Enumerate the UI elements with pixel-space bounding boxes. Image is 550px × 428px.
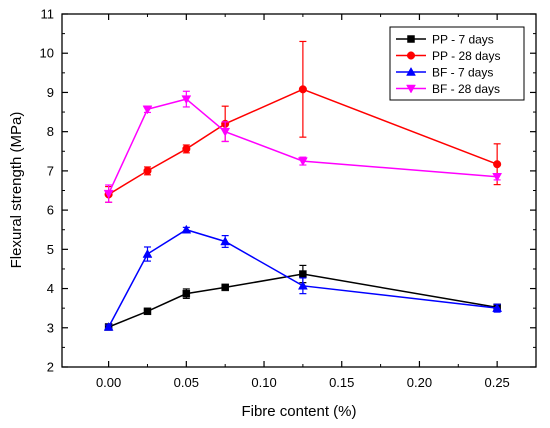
series-group bbox=[103, 224, 503, 331]
series-line bbox=[107, 228, 498, 328]
series-line bbox=[108, 88, 498, 196]
square-marker bbox=[299, 270, 307, 278]
legend-label: PP - 28 days bbox=[432, 49, 500, 63]
x-tick-label: 0.15 bbox=[329, 375, 354, 390]
legend-item: BF - 7 days bbox=[396, 66, 493, 80]
y-tick-label: 6 bbox=[47, 203, 54, 218]
triangle-down-marker bbox=[492, 173, 503, 182]
triangle-up-marker bbox=[492, 303, 503, 312]
y-tick-label: 4 bbox=[47, 281, 54, 296]
legend-label: BF - 7 days bbox=[432, 66, 493, 80]
series-layer bbox=[103, 40, 503, 331]
x-tick-label: 0.25 bbox=[484, 375, 509, 390]
y-tick-label: 2 bbox=[47, 360, 54, 375]
legend-label: PP - 7 days bbox=[432, 33, 494, 47]
triangle-down-marker bbox=[103, 189, 114, 199]
y-axis-title: Flexural strength (MPa) bbox=[8, 112, 25, 269]
circle-marker bbox=[143, 166, 152, 175]
y-tick-label: 11 bbox=[41, 7, 55, 22]
circle-marker bbox=[182, 144, 191, 153]
legend-item: PP - 7 days bbox=[396, 33, 494, 47]
square-marker bbox=[143, 307, 152, 316]
triangle-down-marker bbox=[181, 95, 192, 105]
y-tick-label: 3 bbox=[47, 320, 54, 335]
triangle-down-marker bbox=[406, 84, 416, 94]
triangle-down-marker bbox=[142, 105, 153, 115]
square-marker bbox=[182, 289, 191, 298]
triangle-down-marker bbox=[220, 127, 231, 137]
y-tick-label: 7 bbox=[47, 163, 54, 178]
x-tick-label: 0.05 bbox=[174, 375, 199, 390]
triangle-up-marker bbox=[142, 249, 153, 258]
square-marker bbox=[221, 283, 229, 292]
series-group bbox=[104, 264, 501, 331]
circle-marker bbox=[406, 51, 416, 60]
axis-ticks: 0.00 0.05 0.10 0.15 0.20 0.25 2 3 4 5 6 7 8 9 10 11 bbox=[40, 7, 536, 390]
legend-item: BF - 28 days bbox=[396, 82, 500, 96]
y-tick-label: 9 bbox=[47, 85, 54, 100]
legend-item: PP - 28 days bbox=[396, 49, 500, 63]
legend: PP - 7 days PP - 28 days BF - 7 days BF - 2… bbox=[389, 26, 525, 101]
series-line bbox=[108, 273, 498, 328]
circle-marker bbox=[493, 160, 502, 169]
series-group bbox=[104, 40, 502, 203]
circle-marker bbox=[298, 85, 307, 94]
x-tick-label: 0.10 bbox=[251, 375, 276, 390]
triangle-up-marker bbox=[103, 321, 114, 331]
square-marker bbox=[407, 35, 415, 43]
x-tick-label: 0.00 bbox=[96, 375, 121, 390]
x-axis-title: Fibre content (%) bbox=[241, 403, 356, 420]
triangle-up-marker bbox=[181, 224, 192, 234]
y-tick-label: 5 bbox=[47, 242, 54, 257]
triangle-up-marker bbox=[297, 280, 308, 290]
series-line bbox=[107, 98, 498, 194]
y-tick-label: 8 bbox=[47, 124, 54, 139]
series-group bbox=[103, 90, 503, 203]
triangle-down-marker bbox=[297, 157, 308, 167]
x-tick-label: 0.20 bbox=[407, 375, 432, 390]
triangle-up-marker bbox=[406, 66, 416, 76]
legend-label: BF - 28 days bbox=[432, 82, 500, 96]
y-tick-label: 10 bbox=[40, 46, 54, 61]
triangle-up-marker bbox=[220, 236, 231, 246]
